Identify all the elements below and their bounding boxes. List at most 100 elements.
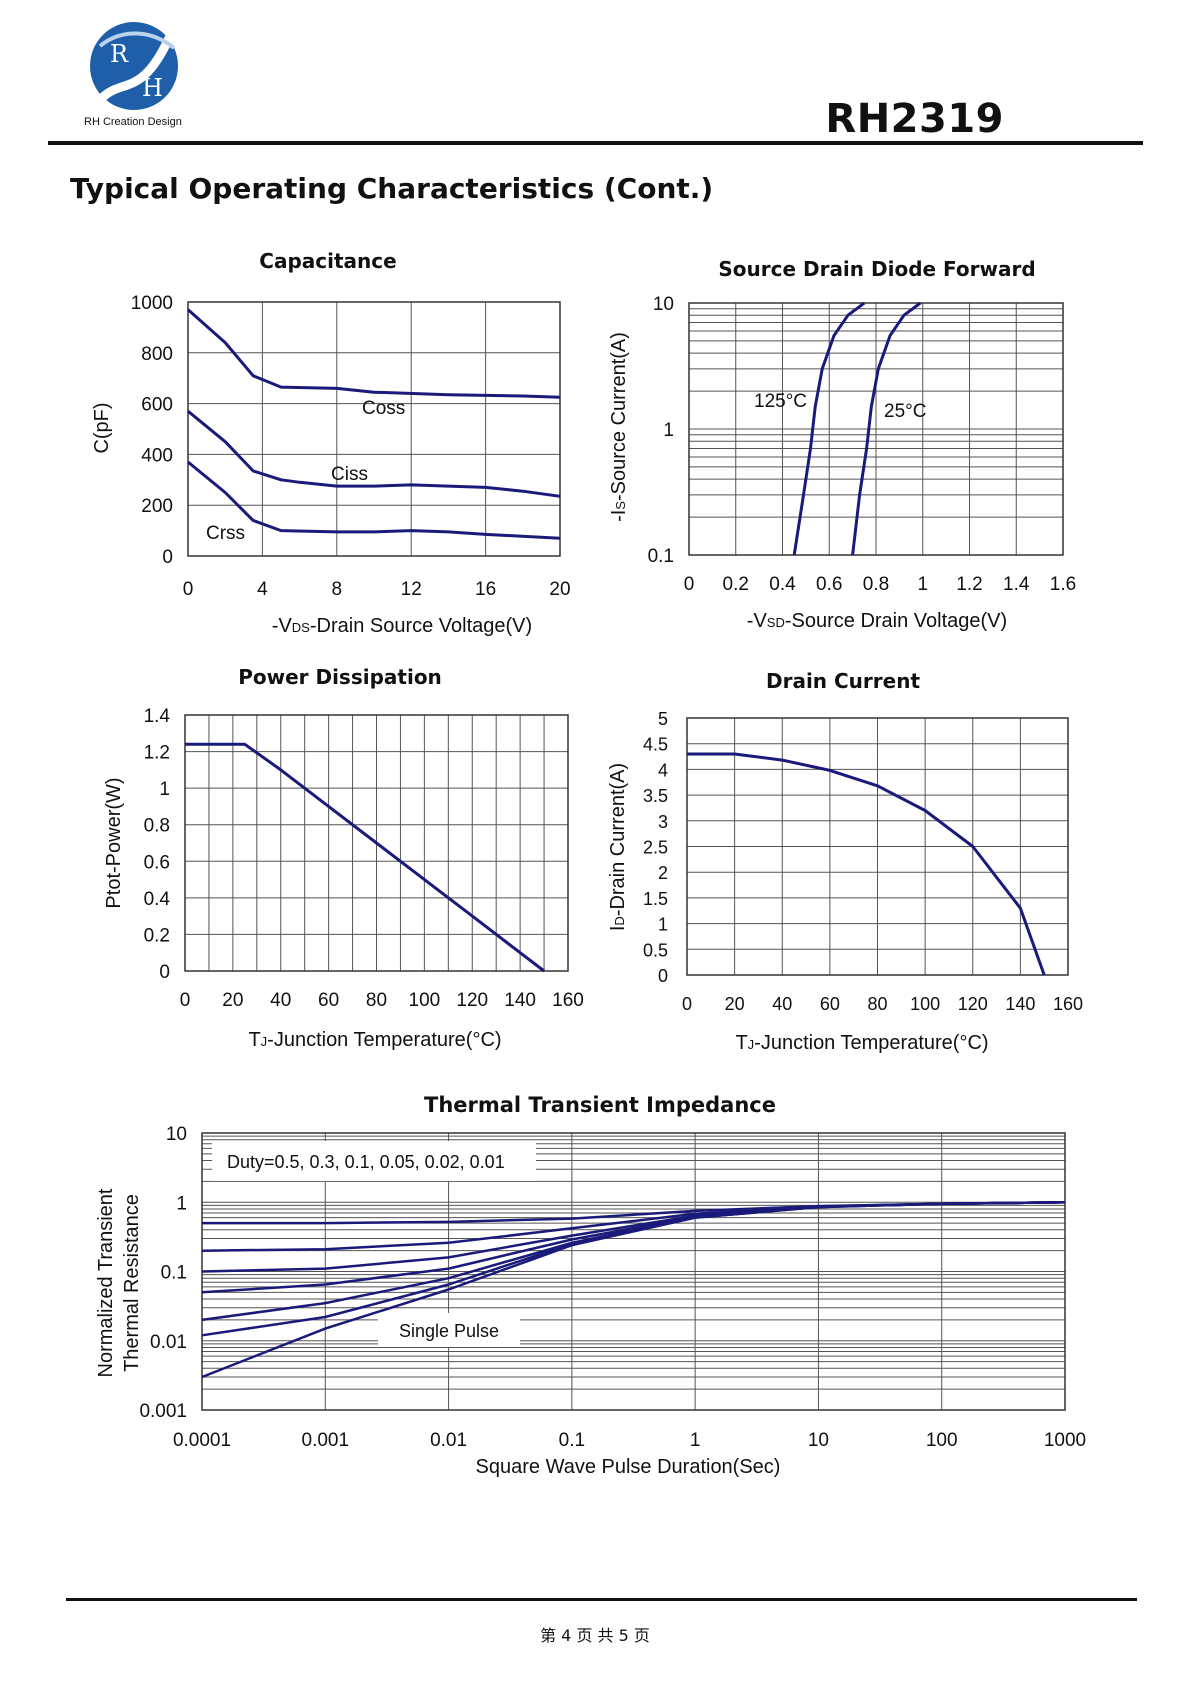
y-tick-label: 1: [658, 915, 668, 935]
x-tick-label: 20: [725, 994, 745, 1014]
header-divider: [48, 141, 1143, 145]
x-tick-label: 40: [270, 990, 291, 1011]
plot-frame: [184, 714, 569, 972]
y-tick-label: 1000: [131, 293, 173, 314]
x-tick-label: 160: [1053, 994, 1083, 1014]
x-tick-label: 0.8: [863, 574, 889, 595]
y-tick-label: 1.2: [144, 743, 170, 764]
series-line-crss: [187, 460, 561, 540]
series-line-0: [687, 752, 1046, 976]
svg-text:R: R: [110, 40, 129, 68]
x-tick-label: 100: [926, 1430, 958, 1451]
x-tick-label: 100: [409, 990, 441, 1011]
x-tick-label: 120: [958, 994, 988, 1014]
y-tick-label: 0.1: [648, 546, 674, 567]
diode-xlabel: -VSD-Source Drain Voltage(V): [747, 610, 1007, 632]
page-number: 第 4 页 共 5 页: [540, 1626, 650, 1645]
drain-ylabel: ID-Drain Current(A): [607, 763, 629, 931]
y-tick-label: 0.8: [144, 816, 170, 837]
x-tick-label: 80: [366, 990, 387, 1011]
x-tick-label: 140: [504, 990, 536, 1011]
y-tick-label: 0.001: [139, 1401, 187, 1422]
series-line-ciss: [187, 410, 561, 498]
y-tick-label: 3: [658, 812, 668, 832]
part-number: RH2319: [825, 96, 1004, 142]
y-tick-label: 0.2: [144, 925, 170, 946]
plot-frame: [686, 717, 1069, 976]
diode-ylabel: -IS-Source Current(A): [608, 332, 630, 522]
duty-annotation-box: [212, 1141, 536, 1181]
plot-frame: [688, 302, 1064, 556]
section-title: Typical Operating Characteristics (Cont.…: [70, 172, 714, 205]
x-tick-label: 20: [549, 579, 570, 600]
series-label-125c: 125°C: [754, 391, 807, 412]
y-tick-label: 600: [141, 395, 173, 416]
x-tick-label: 40: [772, 994, 792, 1014]
x-tick-label: 20: [222, 990, 243, 1011]
y-tick-label: 4: [658, 760, 668, 780]
x-tick-label: 0: [682, 994, 692, 1014]
y-tick-label: 2.5: [643, 838, 668, 858]
series-line-single-pulse: [201, 1201, 1066, 1379]
footer-divider: [66, 1598, 1137, 1601]
y-tick-label: 800: [141, 344, 173, 365]
y-tick-label: 10: [653, 294, 674, 315]
duty-annotation: Duty=0.5, 0.3, 0.1, 0.05, 0.02, 0.01: [227, 1152, 505, 1172]
capacitance-ylabel: C(pF): [91, 402, 113, 453]
x-tick-label: 4: [257, 579, 268, 600]
thermal-ylabel-line1: Normalized Transient: [95, 1188, 117, 1377]
y-tick-label: 0.01: [150, 1332, 187, 1353]
x-tick-label: 0.01: [430, 1430, 467, 1451]
series-label-ciss: Ciss: [331, 464, 368, 485]
x-tick-label: 0.001: [302, 1430, 350, 1451]
x-tick-label: 0: [684, 574, 695, 595]
x-tick-label: 0: [183, 579, 194, 600]
y-tick-label: 3.5: [643, 786, 668, 806]
y-tick-label: 0.4: [144, 889, 171, 910]
power-title: Power Dissipation: [238, 665, 442, 689]
x-tick-label: 100: [910, 994, 940, 1014]
power-xlabel: TJ-Junction Temperature(°C): [248, 1029, 501, 1051]
y-tick-label: 0: [658, 966, 668, 986]
series-line-0: [185, 742, 546, 973]
diode-title: Source Drain Diode Forward: [718, 257, 1035, 281]
x-tick-label: 0.6: [816, 574, 842, 595]
x-tick-label: 12: [401, 579, 422, 600]
single-pulse-box: [378, 1313, 520, 1347]
thermal-title: Thermal Transient Impedance: [424, 1093, 776, 1117]
x-tick-label: 140: [1005, 994, 1035, 1014]
x-tick-label: 1: [690, 1430, 701, 1451]
y-tick-label: 400: [141, 445, 173, 466]
plot-frame: [187, 301, 561, 557]
thermal-ylabel-line2: Thermal Resistance: [121, 1194, 143, 1372]
x-tick-label: 1000: [1044, 1430, 1086, 1451]
x-tick-label: 0.4: [769, 574, 796, 595]
x-tick-label: 120: [456, 990, 488, 1011]
x-tick-label: 0.1: [559, 1430, 585, 1451]
series-label-coss: Coss: [362, 398, 405, 419]
x-tick-label: 1: [917, 574, 928, 595]
y-tick-label: 0.5: [643, 940, 668, 960]
y-tick-label: 1: [159, 779, 170, 800]
y-tick-label: 1: [176, 1193, 187, 1214]
x-tick-label: 0.0001: [173, 1430, 231, 1451]
y-tick-label: 5: [658, 709, 668, 729]
y-tick-label: 0.6: [144, 852, 170, 873]
x-tick-label: 1.2: [956, 574, 982, 595]
drain-xlabel: TJ-Junction Temperature(°C): [735, 1032, 988, 1054]
y-tick-label: 1.5: [643, 889, 668, 909]
y-tick-label: 0.1: [161, 1263, 187, 1284]
y-tick-label: 1: [663, 420, 674, 441]
capacitance-title: Capacitance: [259, 249, 396, 273]
y-tick-label: 4.5: [643, 735, 668, 755]
rh-logo: R H: [90, 22, 178, 110]
x-tick-label: 60: [318, 990, 339, 1011]
capacitance-xlabel: -VDS-Drain Source Voltage(V): [272, 615, 532, 637]
y-tick-label: 0: [159, 962, 170, 983]
y-tick-label: 2: [658, 863, 668, 883]
single-pulse-label: Single Pulse: [399, 1321, 499, 1341]
